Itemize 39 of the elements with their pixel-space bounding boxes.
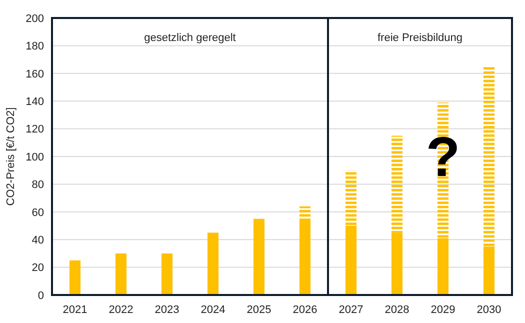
annotation: ? [426,125,460,188]
bar [207,232,219,295]
annotation: gesetzlich geregelt [144,32,236,44]
y-tick-label: 0 [38,290,44,302]
bar [299,218,311,295]
x-tick-label: 2028 [384,304,410,316]
y-tick-label: 100 [26,151,44,164]
x-tick-label: 2021 [62,304,88,316]
x-tick-label: 2025 [246,304,272,316]
x-tick-label: 2024 [200,304,226,316]
y-tick-label: 80 [32,179,44,192]
bar [345,170,357,226]
bar [391,136,403,233]
y-tick-label: 160 [26,68,44,80]
y-tick-label: 20 [32,262,44,274]
bar [437,238,449,295]
y-axis-title: CO2-Preis [€/t CO2] [5,107,17,206]
y-tick-label: 180 [26,40,44,53]
x-tick-label: 2026 [292,304,318,316]
x-tick-label: 2023 [154,304,180,316]
x-tick-label: 2030 [476,304,502,316]
bar [483,66,495,247]
bar [161,253,173,295]
x-tick-label: 2027 [338,304,364,316]
y-tick-label: 200 [26,12,44,25]
bar [115,253,127,295]
y-tick-label: 140 [26,96,44,108]
bar [69,260,81,295]
bar [253,218,265,295]
annotation: freie Preisbildung [378,32,462,44]
y-tick-label: 60 [32,206,44,219]
bar [483,246,495,295]
x-tick-label: 2029 [430,304,456,316]
y-tick-label: 40 [32,234,44,246]
bar [299,206,311,219]
x-tick-label: 2022 [108,304,134,316]
bar [345,226,357,295]
y-tick-label: 120 [26,124,44,136]
bar [391,232,403,295]
